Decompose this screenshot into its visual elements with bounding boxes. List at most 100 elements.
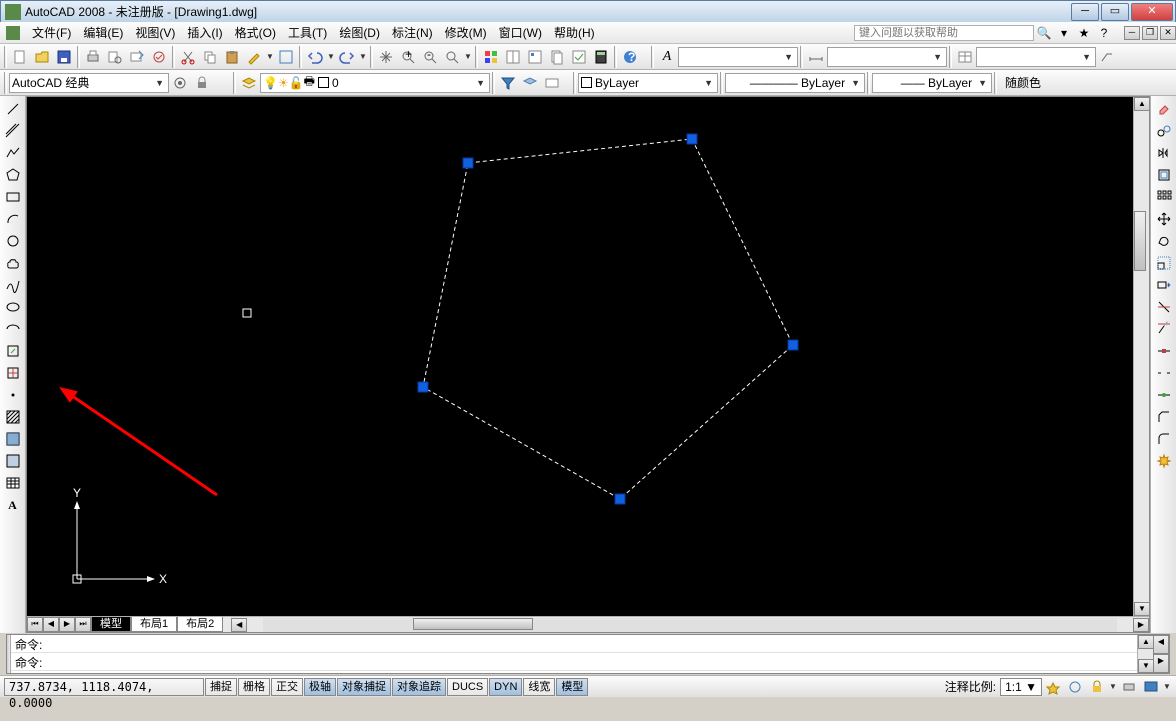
menu-modify[interactable]: 修改(M) <box>439 22 493 43</box>
zoom-rt-button[interactable]: + <box>398 47 418 67</box>
tab-first[interactable]: ⏮ <box>27 617 43 632</box>
zoom-win-button[interactable] <box>442 47 462 67</box>
ws-lock-button[interactable] <box>192 73 212 93</box>
region-button[interactable] <box>3 451 23 471</box>
tab-layout2[interactable]: 布局2 <box>177 617 223 632</box>
menu-help[interactable]: 帮助(H) <box>548 22 601 43</box>
tab-prev[interactable]: ◀ <box>43 617 59 632</box>
publish-button[interactable] <box>127 47 147 67</box>
anno-auto-button[interactable] <box>1065 677 1085 697</box>
copy-obj-button[interactable] <box>1154 121 1174 141</box>
clean-screen-button[interactable] <box>1141 677 1161 697</box>
block-button[interactable] <box>3 363 23 383</box>
ellipse-button[interactable] <box>3 297 23 317</box>
copy-button[interactable] <box>200 47 220 67</box>
mdi-close[interactable]: ✕ <box>1160 26 1176 40</box>
undo-button[interactable] <box>305 47 325 67</box>
command-scrollbar[interactable]: ▲ ▼ <box>1137 635 1153 673</box>
help-search-input[interactable] <box>854 25 1034 41</box>
mdi-restore[interactable]: ❐ <box>1142 26 1158 40</box>
menu-window[interactable]: 窗口(W) <box>493 22 548 43</box>
markup-button[interactable] <box>569 47 589 67</box>
rotate-button[interactable] <box>1154 231 1174 251</box>
preview-button[interactable] <box>105 47 125 67</box>
close-button[interactable]: ✕ <box>1131 3 1173 21</box>
minimize-button[interactable]: ─ <box>1071 3 1099 21</box>
dimstyle-combo[interactable]: ▼ <box>827 47 947 67</box>
vscrollbar[interactable]: ▲ ▼ <box>1133 97 1149 616</box>
mleaderstyle-button[interactable] <box>1097 47 1117 67</box>
arc-button[interactable] <box>3 209 23 229</box>
offset-button[interactable] <box>1154 165 1174 185</box>
save-button[interactable] <box>54 47 74 67</box>
help-icon[interactable]: ? <box>1096 25 1112 41</box>
join-button[interactable] <box>1154 385 1174 405</box>
favorites-icon[interactable]: ★ <box>1076 25 1092 41</box>
tablestyle-combo[interactable]: ▼ <box>976 47 1096 67</box>
move-button[interactable] <box>1154 209 1174 229</box>
textstyle-combo[interactable]: ▼ <box>678 47 798 67</box>
toolpalette-button[interactable] <box>525 47 545 67</box>
tab-next[interactable]: ▶ <box>59 617 75 632</box>
linetype-combo[interactable]: ———— ByLayer ▼ <box>725 73 865 93</box>
open-button[interactable] <box>32 47 52 67</box>
paste-button[interactable] <box>222 47 242 67</box>
layer-state-button[interactable] <box>542 73 562 93</box>
dc-button[interactable] <box>503 47 523 67</box>
erase-button[interactable] <box>1154 99 1174 119</box>
layer-prev-button[interactable] <box>520 73 540 93</box>
array-button[interactable] <box>1154 187 1174 207</box>
ellipse-arc-button[interactable] <box>3 319 23 339</box>
mdi-minimize[interactable]: ─ <box>1124 26 1140 40</box>
gradient-button[interactable] <box>3 429 23 449</box>
anno-vis-button[interactable] <box>1043 677 1063 697</box>
calc-button[interactable] <box>591 47 611 67</box>
lineweight-combo[interactable]: —— ByLayer ▼ <box>872 73 992 93</box>
osnap-toggle[interactable]: 对象捕捉 <box>337 678 391 696</box>
break-pt-button[interactable] <box>1154 341 1174 361</box>
paste-dropdown[interactable]: ▼ <box>265 52 275 61</box>
menu-insert[interactable]: 插入(I) <box>181 22 228 43</box>
layer-combo[interactable]: 💡☀🔓🖶 0 ▼ <box>260 73 490 93</box>
print-button[interactable] <box>83 47 103 67</box>
mtext-button[interactable]: A <box>3 495 23 515</box>
redo-button[interactable] <box>337 47 357 67</box>
menu-file[interactable]: 文件(F) <box>26 22 77 43</box>
xline-button[interactable] <box>3 121 23 141</box>
scale-button[interactable] <box>1154 253 1174 273</box>
circle-button[interactable] <box>3 231 23 251</box>
matchprop-button[interactable] <box>244 47 264 67</box>
zoom-prev-button[interactable]: - <box>420 47 440 67</box>
menu-format[interactable]: 格式(O) <box>229 22 282 43</box>
props-button[interactable] <box>481 47 501 67</box>
ws-settings-button[interactable] <box>170 73 190 93</box>
textstyle-button[interactable]: A <box>657 47 677 67</box>
status-lock-button[interactable] <box>1087 677 1107 697</box>
block-editor-button[interactable] <box>276 47 296 67</box>
menu-tools[interactable]: 工具(T) <box>282 22 333 43</box>
table-button[interactable] <box>3 473 23 493</box>
comm-center-icon[interactable]: ▾ <box>1056 25 1072 41</box>
maximize-button[interactable]: ▭ <box>1101 3 1129 21</box>
hscrollbar[interactable] <box>263 618 1117 632</box>
menu-dimension[interactable]: 标注(N) <box>386 22 439 43</box>
tab-last[interactable]: ⏭ <box>75 617 91 632</box>
otrack-toggle[interactable]: 对象追踪 <box>392 678 446 696</box>
grid-toggle[interactable]: 栅格 <box>238 678 270 696</box>
dimstyle-button[interactable] <box>806 47 826 67</box>
redo-dropdown[interactable]: ▼ <box>358 52 368 61</box>
tablestyle-button[interactable] <box>955 47 975 67</box>
tab-layout1[interactable]: 布局1 <box>131 617 177 632</box>
snap-toggle[interactable]: 捕捉 <box>205 678 237 696</box>
menu-view[interactable]: 视图(V) <box>129 22 181 43</box>
command-input[interactable]: 命令: <box>11 653 1137 671</box>
stretch-button[interactable] <box>1154 275 1174 295</box>
menu-edit[interactable]: 编辑(E) <box>77 22 129 43</box>
coordinates[interactable]: 737.8734, 1118.4074, 0.0000 <box>4 678 204 696</box>
trim-button[interactable] <box>1154 297 1174 317</box>
new-button[interactable] <box>10 47 30 67</box>
anno-scale-combo[interactable]: 1:1 ▼ <box>1000 678 1042 696</box>
spline-button[interactable] <box>3 275 23 295</box>
help-button[interactable]: ? <box>620 47 640 67</box>
chamfer-button[interactable] <box>1154 407 1174 427</box>
